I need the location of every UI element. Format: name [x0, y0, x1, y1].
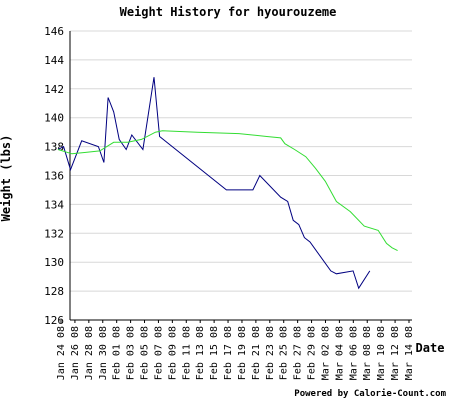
x-tick-label: Jan 24 08: [56, 326, 67, 380]
y-tick-label: 128: [44, 285, 64, 298]
x-tick-label: Mar 10 08: [376, 326, 387, 380]
series-lines: [57, 77, 398, 290]
series-line-1: [57, 77, 371, 290]
y-tick-label: 134: [44, 198, 64, 211]
x-tick-labels: Jan 24 08 Jan 26 08 Jan 28 08 Jan 30 08 Feb …: [56, 320, 415, 380]
x-tick-label: Feb 17 08: [223, 326, 234, 380]
x-axis-label: Date: [416, 341, 445, 355]
y-tick-label: 144: [44, 54, 64, 67]
x-tick-label: Feb 09 08: [167, 326, 178, 380]
x-tick-label: Feb 25 08: [279, 326, 290, 380]
x-tick-label: Feb 23 08: [265, 326, 276, 380]
x-tick-label: Feb 19 08: [237, 326, 248, 380]
x-tick-label: Feb 21 08: [251, 326, 262, 380]
x-tick-label: Mar 12 08: [390, 326, 401, 380]
grid-lines: [69, 30, 412, 321]
x-tick-label: Feb 27 08: [293, 326, 304, 380]
x-tick-label: Mar 08 08: [362, 326, 373, 380]
y-tick-label: 130: [44, 256, 64, 269]
x-tick-label: Mar 06 08: [348, 326, 359, 380]
y-axis-label: Weight (lbs): [0, 135, 13, 222]
x-tick-label: Feb 05 08: [140, 326, 151, 380]
y-tick-label: 138: [44, 141, 64, 154]
y-tick-label: 126: [44, 314, 64, 327]
x-tick-label: Feb 07 08: [153, 326, 164, 380]
y-tick-label: 142: [44, 83, 64, 96]
y-tick-label: 136: [44, 170, 64, 183]
x-tick-label: Mar 02 08: [320, 326, 331, 380]
x-tick-label: Jan 28 08: [84, 326, 95, 380]
x-tick-label: Feb 29 08: [307, 326, 318, 380]
x-tick-label: Feb 11 08: [181, 326, 192, 380]
y-tick-label: 146: [44, 25, 64, 38]
x-tick-label: Feb 03 08: [126, 326, 137, 380]
chart-title: Weight History for hyourouzeme: [120, 5, 337, 19]
x-tick-label: Feb 01 08: [112, 326, 123, 380]
x-tick-label: Feb 13 08: [195, 326, 206, 380]
y-tick-label: 132: [44, 227, 64, 240]
y-tick-labels: 126 128 130 132 134 136 138 140 142 144 146: [44, 25, 64, 327]
x-tick-label: Mar 04 08: [334, 326, 345, 380]
series-line-2: [57, 130, 398, 252]
x-tick-label: Feb 15 08: [209, 326, 220, 380]
x-tick-label: Jan 30 08: [98, 326, 109, 380]
x-tick-label: Jan 26 08: [70, 326, 81, 380]
y-tick-label: 140: [44, 112, 64, 125]
x-tick-label: Mar 14 08: [404, 326, 415, 380]
footer-credit: Powered by Calorie-Count.com: [294, 388, 446, 399]
